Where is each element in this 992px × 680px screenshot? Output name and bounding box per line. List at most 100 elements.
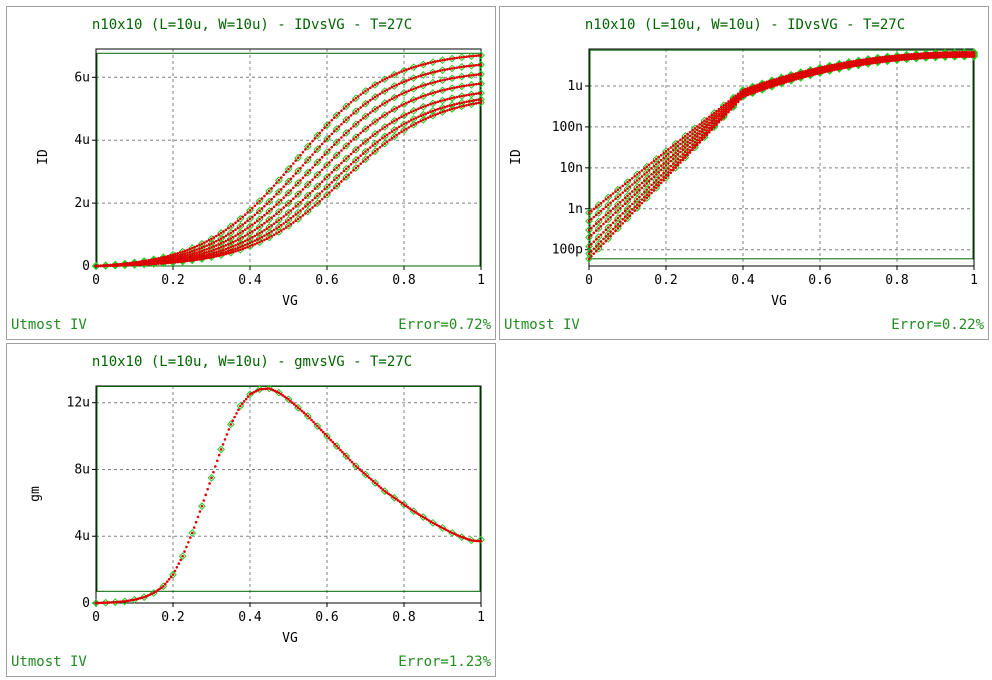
data-point-simulated bbox=[289, 189, 293, 192]
data-point-simulated bbox=[854, 64, 858, 68]
data-point-simulated bbox=[248, 217, 252, 221]
data-point-simulated bbox=[375, 483, 379, 486]
data-point-simulated bbox=[167, 577, 171, 581]
data-point-simulated bbox=[736, 100, 740, 104]
data-point-simulated bbox=[352, 98, 355, 102]
data-point-simulated bbox=[373, 142, 377, 145]
data-point-simulated bbox=[101, 264, 105, 268]
data-point-measured bbox=[604, 230, 613, 238]
data-point-simulated bbox=[330, 189, 334, 192]
data-point-simulated bbox=[385, 100, 389, 103]
data-point-simulated bbox=[275, 203, 278, 206]
data-point-simulated bbox=[311, 139, 314, 143]
data-point-simulated bbox=[681, 156, 685, 159]
data-point-simulated bbox=[393, 73, 396, 76]
data-point-simulated bbox=[655, 173, 658, 176]
data-point-simulated bbox=[655, 178, 658, 182]
data-point-simulated bbox=[302, 411, 306, 415]
data-point-simulated bbox=[287, 201, 290, 205]
data-point-simulated bbox=[205, 247, 208, 251]
data-point-simulated bbox=[388, 87, 391, 90]
data-point-simulated bbox=[361, 104, 365, 107]
data-point-simulated bbox=[645, 171, 649, 174]
data-point-measured bbox=[323, 134, 331, 143]
data-point-simulated bbox=[349, 152, 353, 156]
data-point-simulated bbox=[429, 61, 432, 64]
data-point-simulated bbox=[237, 408, 240, 412]
data-point-simulated bbox=[592, 224, 596, 228]
data-point-simulated bbox=[267, 189, 271, 193]
data-point-simulated bbox=[717, 114, 721, 118]
data-point-simulated bbox=[948, 55, 952, 59]
data-point-simulated bbox=[414, 511, 417, 514]
data-point-simulated bbox=[270, 207, 273, 211]
data-point-simulated bbox=[381, 79, 384, 82]
data-point-simulated bbox=[739, 98, 742, 101]
data-point-simulated bbox=[123, 600, 127, 603]
data-point-simulated bbox=[251, 206, 254, 210]
data-point-simulated bbox=[408, 507, 412, 510]
data-point-measured bbox=[652, 176, 661, 185]
chart-gm-svg: n10x10 (L=10u, W=10u) - gmvsVG - T=27C 0… bbox=[11, 354, 492, 670]
data-point-simulated bbox=[236, 226, 240, 230]
data-point-simulated bbox=[462, 104, 466, 108]
data-point-simulated bbox=[700, 133, 704, 137]
data-point-simulated bbox=[756, 90, 759, 93]
data-point-simulated bbox=[465, 84, 468, 87]
data-point-simulated bbox=[304, 196, 307, 200]
data-point-simulated bbox=[253, 213, 257, 217]
data-point-simulated bbox=[263, 194, 266, 198]
data-point-simulated bbox=[450, 103, 454, 107]
data-point-simulated bbox=[407, 67, 411, 71]
data-point-simulated bbox=[217, 252, 221, 256]
data-point-simulated bbox=[640, 201, 644, 205]
data-point-simulated bbox=[253, 204, 257, 208]
data-point-simulated bbox=[224, 239, 228, 243]
data-point-simulated bbox=[390, 121, 394, 124]
data-point-simulated bbox=[919, 56, 923, 60]
data-point-simulated bbox=[934, 56, 937, 59]
data-point-simulated bbox=[282, 196, 285, 199]
data-point-simulated bbox=[188, 250, 192, 254]
data-point-simulated bbox=[121, 600, 125, 603]
data-point-simulated bbox=[140, 263, 144, 266]
data-point-simulated bbox=[717, 110, 721, 113]
data-point-simulated bbox=[599, 244, 603, 248]
data-point-simulated bbox=[477, 98, 480, 101]
data-point-simulated bbox=[354, 122, 358, 126]
data-point-simulated bbox=[287, 218, 290, 222]
data-point-simulated bbox=[354, 96, 358, 100]
data-point-simulated bbox=[592, 247, 596, 251]
data-point-simulated bbox=[313, 163, 317, 167]
data-point-simulated bbox=[662, 179, 665, 182]
data-point-simulated bbox=[688, 145, 692, 149]
data-point-simulated bbox=[292, 197, 295, 201]
data-point-simulated bbox=[369, 98, 372, 102]
data-point-simulated bbox=[691, 136, 694, 140]
data-point-simulated bbox=[373, 83, 377, 87]
data-point-simulated bbox=[378, 92, 382, 96]
data-point-simulated bbox=[623, 215, 627, 219]
data-point-simulated bbox=[279, 198, 283, 202]
data-point-simulated bbox=[426, 116, 430, 119]
data-point-simulated bbox=[587, 228, 591, 232]
data-point-simulated bbox=[253, 221, 257, 225]
data-point-simulated bbox=[655, 162, 658, 166]
data-point-simulated bbox=[691, 143, 694, 146]
data-point-simulated bbox=[388, 110, 391, 114]
data-point-simulated bbox=[467, 83, 471, 87]
data-point-simulated bbox=[419, 84, 423, 88]
data-point-simulated bbox=[765, 86, 769, 90]
data-point-simulated bbox=[279, 229, 283, 232]
data-point-simulated bbox=[782, 81, 786, 85]
data-point-simulated bbox=[388, 122, 391, 126]
data-point-simulated bbox=[604, 220, 608, 223]
data-point-simulated bbox=[657, 155, 661, 159]
data-point-simulated bbox=[635, 203, 639, 206]
data-point-measured bbox=[332, 125, 341, 133]
data-point-simulated bbox=[406, 505, 410, 509]
data-point-simulated bbox=[412, 87, 415, 91]
data-point-simulated bbox=[441, 110, 444, 114]
data-point-simulated bbox=[420, 514, 423, 518]
data-point-simulated bbox=[604, 239, 608, 243]
